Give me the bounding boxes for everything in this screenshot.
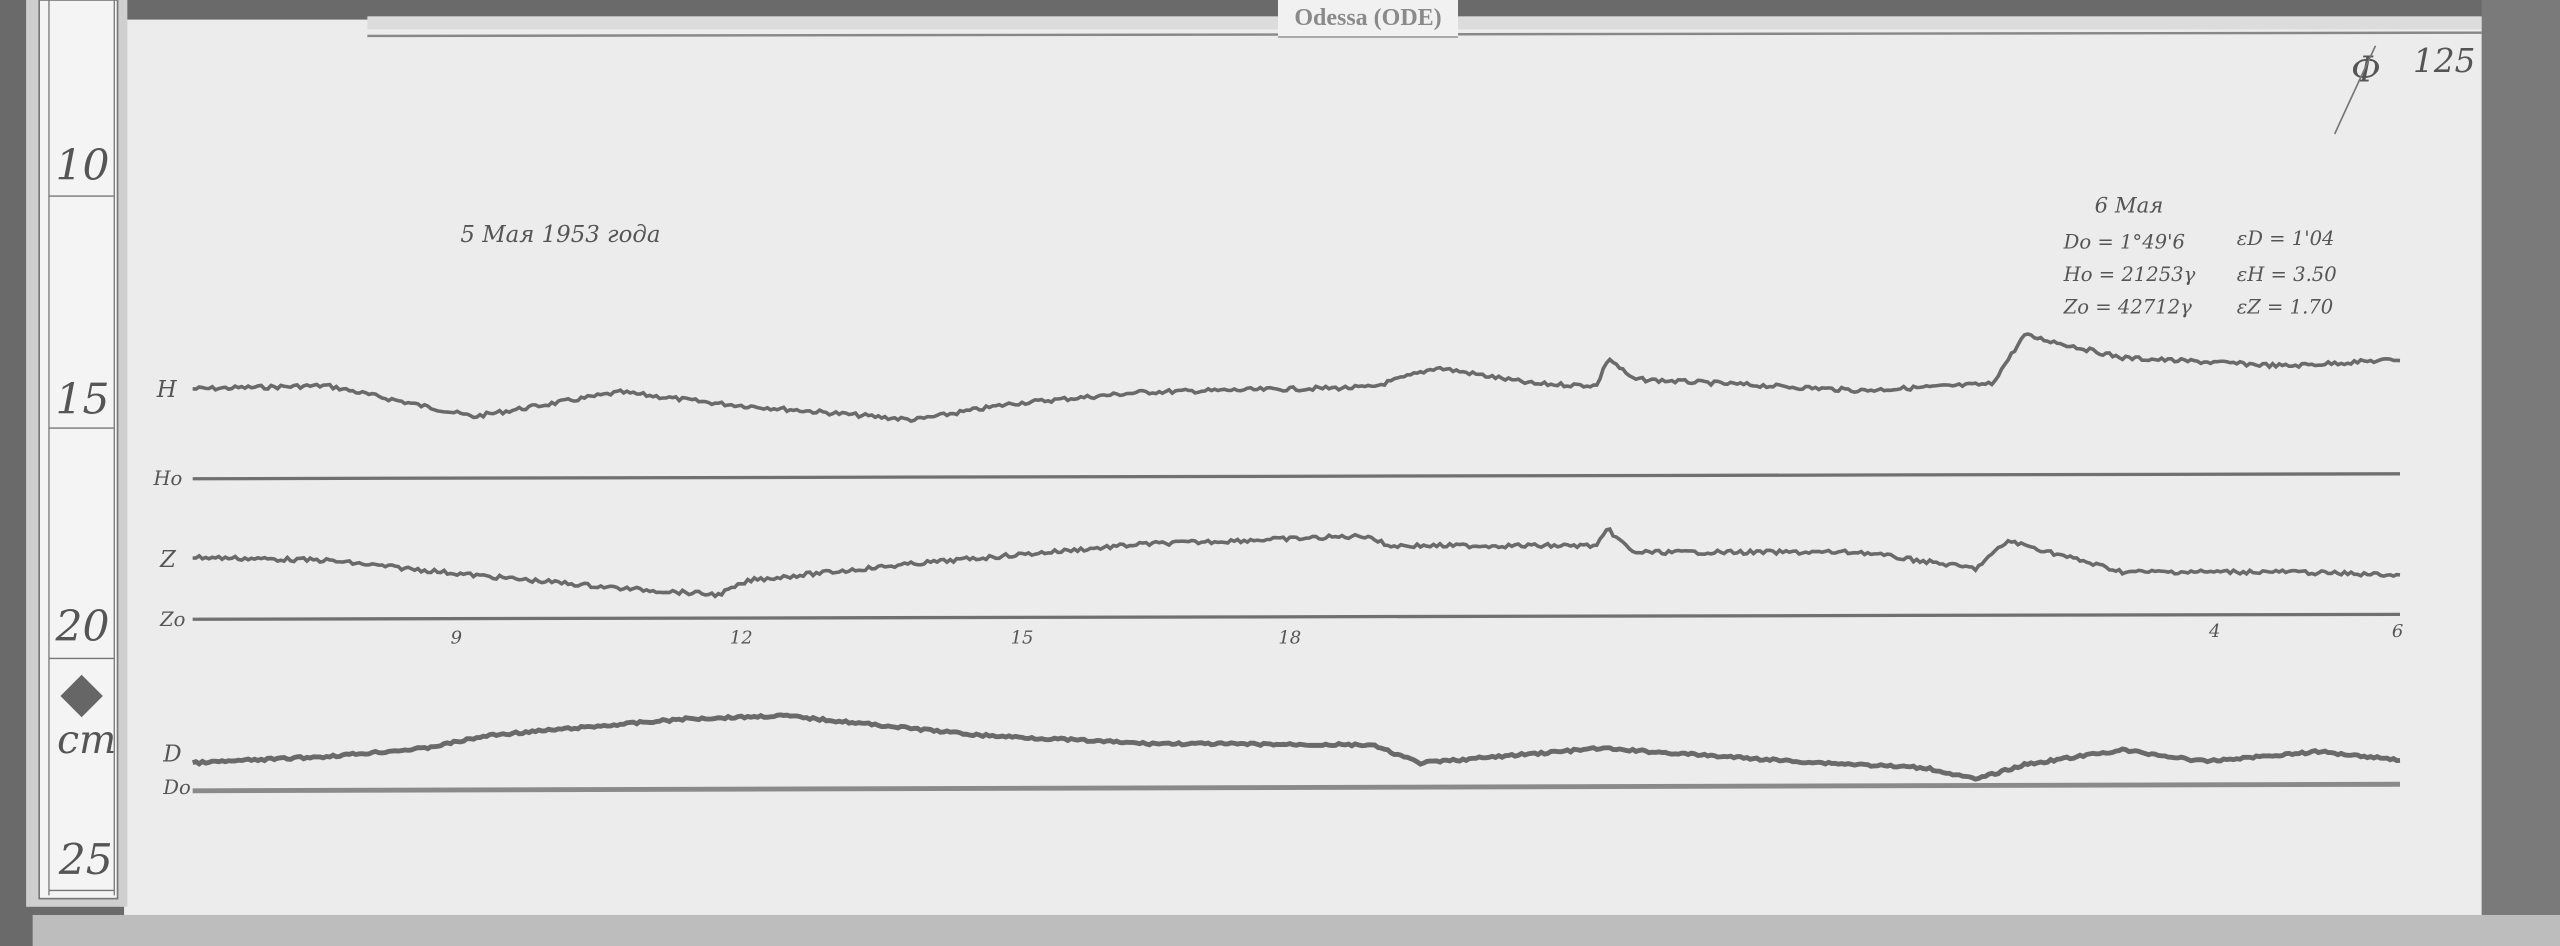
time-tick-4: 4	[2208, 621, 2220, 642]
label-d0: Do	[162, 776, 190, 799]
label-h: H	[156, 377, 178, 403]
station-label: Odessa (ODE)	[1278, 0, 1458, 36]
next-day-date: 6 Мая	[2095, 193, 2164, 218]
label-z0: Zo	[159, 608, 185, 631]
paper-bottom-strip	[32, 914, 2560, 946]
sheet-mark: Ф	[2351, 50, 2381, 91]
d0-value: Dо = 1°49'6	[2063, 230, 2185, 253]
sheet-number: 125	[2413, 42, 2475, 80]
label-d: D	[162, 741, 181, 767]
time-tick-6: 6	[2392, 621, 2403, 642]
time-tick-9: 9	[451, 628, 462, 649]
wood-right	[2481, 0, 2560, 946]
z0-value: Zо = 42712γ	[2063, 296, 2192, 319]
label-z: Z	[159, 547, 177, 573]
date-title: 5 Мая 1953 года	[460, 222, 660, 248]
ruler-tick-15: 15	[56, 375, 110, 424]
ez-value: εZ = 1.70	[2237, 296, 2334, 319]
baseline-h0	[192, 472, 2401, 481]
ruler-unit: cm	[57, 718, 116, 763]
h0-value: Hо = 21253γ	[2063, 263, 2196, 286]
time-tick-12: 12	[730, 628, 753, 649]
ruler-tick-25: 25	[58, 836, 113, 885]
ruler	[38, 0, 119, 900]
ed-value: εD = 1'04	[2237, 227, 2335, 250]
trace-d	[191, 712, 2401, 782]
baseline-d0	[192, 781, 2401, 794]
eh-value: εH = 3.50	[2237, 263, 2337, 286]
ruler-tick-20: 20	[55, 602, 110, 651]
baseline-z0	[192, 612, 2401, 621]
ruler-diamond-icon	[60, 674, 103, 718]
trace-z	[192, 526, 2401, 599]
time-tick-18: 18	[1278, 628, 1301, 649]
label-h0: Ho	[152, 467, 182, 490]
trace-h	[192, 332, 2401, 424]
pen-stroke	[2333, 45, 2377, 135]
time-tick-15: 15	[1011, 628, 1034, 649]
ruler-tick-10: 10	[56, 142, 110, 191]
paper	[124, 19, 2482, 919]
